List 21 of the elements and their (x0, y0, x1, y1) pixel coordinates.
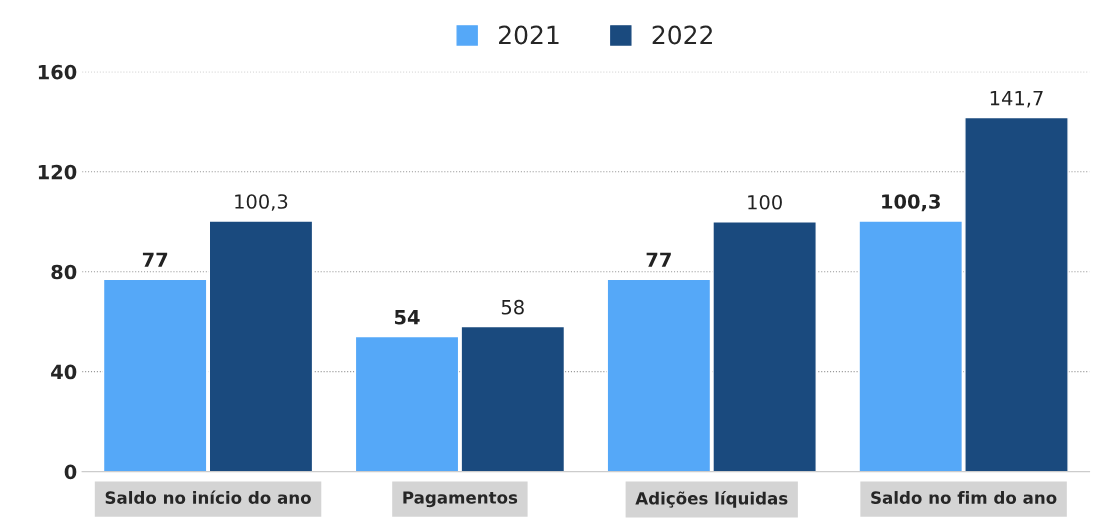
x-tick-label: Saldo no fim do ano (871, 491, 1057, 504)
bar (208, 220, 314, 472)
data-label: 77 (142, 252, 168, 267)
y-tick-label: 0 (64, 464, 77, 480)
data-label: 58 (501, 299, 524, 315)
legend-label: 2021 (499, 25, 559, 45)
data-label: 100,3 (235, 194, 288, 211)
data-label: 100,3 (882, 194, 940, 212)
data-label: 77 (646, 252, 671, 267)
y-tick-label: 160 (38, 64, 77, 80)
x-tick-label: Adições líquidas (635, 491, 788, 508)
y-tick-label: 40 (51, 364, 77, 380)
bar (102, 278, 208, 472)
data-label: 100 (748, 194, 782, 210)
x-tick-label: Saldo no início do ano (105, 490, 311, 504)
y-tick-label: 120 (38, 164, 77, 180)
y-tick-label: 80 (51, 264, 77, 280)
x-tick-label: Pagamentos (403, 491, 518, 508)
data-label: 54 (394, 310, 420, 325)
data-label: 141,7 (990, 90, 1043, 108)
legend-label: 2022 (652, 25, 712, 45)
